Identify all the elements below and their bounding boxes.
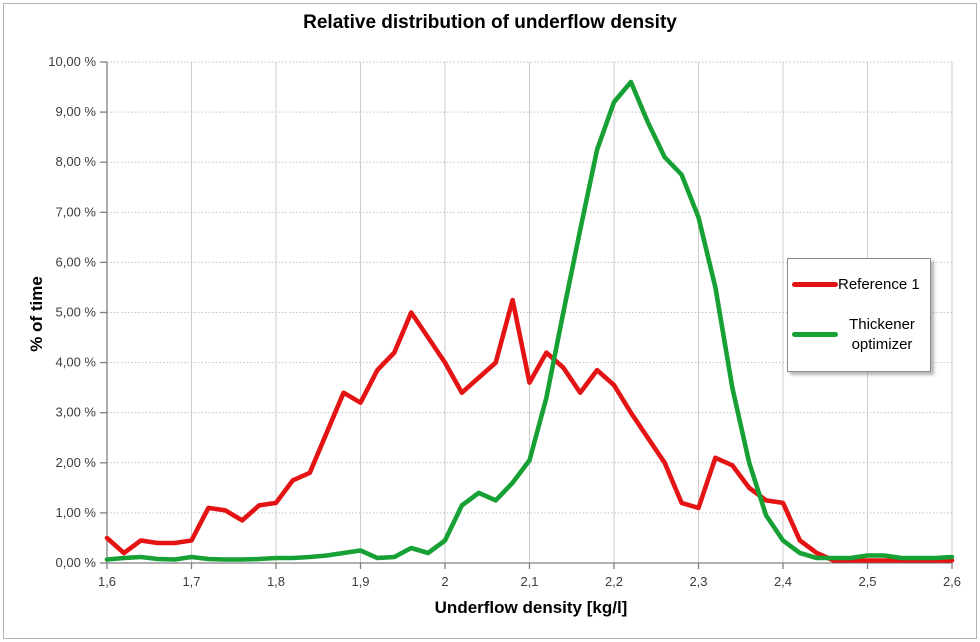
x-tick-label: 2,3 xyxy=(689,574,707,589)
x-tick-label: 2,5 xyxy=(858,574,876,589)
y-tick-label: 1,00 % xyxy=(56,505,97,520)
legend: Reference 1 Thickener optimizer xyxy=(787,258,931,372)
series-line-0 xyxy=(104,297,955,563)
x-tick-label: 2,6 xyxy=(943,574,961,589)
legend-item-reference-1: Reference 1 xyxy=(792,275,926,295)
y-axis-title: % of time xyxy=(27,276,46,352)
x-tick-label: 2 xyxy=(441,574,448,589)
y-tick-label: 4,00 % xyxy=(56,355,97,370)
y-tick-label: 3,00 % xyxy=(56,405,97,420)
x-tick-label: 1,6 xyxy=(98,574,116,589)
chart-figure: 0,00 % 1,00 % 2,00 % 3,00 % 4,00 % 5,00 % 6,00… xyxy=(3,3,977,639)
y-tick-label: 5,00 % xyxy=(56,305,97,320)
legend-label-thickener-optimizer: Thickener optimizer xyxy=(849,315,915,353)
x-tick-label: 1,8 xyxy=(267,574,285,589)
reference-1-line-swatch xyxy=(792,282,838,288)
y-tick-label: 10,00 % xyxy=(48,54,96,69)
y-tick-label: 6,00 % xyxy=(56,254,97,269)
thickener-optimizer-line-swatch xyxy=(792,332,838,338)
chart-title: Relative distribution of underflow densi… xyxy=(303,12,677,33)
y-tick-label: 0,00 % xyxy=(56,555,97,570)
x-axis-title: Underflow density [kg/l] xyxy=(434,598,628,617)
x-tick-label: 2,2 xyxy=(605,574,623,589)
y-tick-label: 9,00 % xyxy=(56,104,97,119)
y-tick-label: 7,00 % xyxy=(56,204,97,219)
y-tick-label: 8,00 % xyxy=(56,154,97,169)
legend-label-reference-1: Reference 1 xyxy=(838,275,920,293)
x-tick-label: 1,7 xyxy=(182,574,200,589)
x-tick-label: 2,4 xyxy=(774,574,792,589)
series-line-1 xyxy=(104,79,955,562)
x-tick-label: 2,1 xyxy=(520,574,538,589)
legend-item-thickener-optimizer: Thickener optimizer xyxy=(792,315,926,356)
y-tick-label: 2,00 % xyxy=(56,455,97,470)
x-tick-label: 1,9 xyxy=(351,574,369,589)
